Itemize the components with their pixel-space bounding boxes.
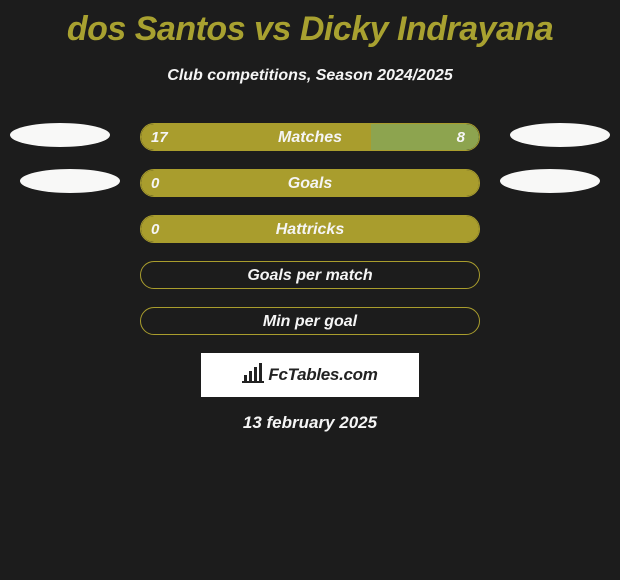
player-photo-right (500, 169, 600, 193)
bar-chart-icon (242, 363, 264, 388)
bar-label: Hattricks (141, 216, 479, 243)
bar-label: Goals (141, 170, 479, 197)
logo-box: FcTables.com (201, 353, 419, 397)
bar-track: 0Goals (140, 169, 480, 197)
subtitle: Club competitions, Season 2024/2025 (0, 67, 620, 85)
page-title: dos Santos vs Dicky Indrayana (0, 0, 620, 49)
date-label: 13 february 2025 (0, 413, 620, 433)
logo-text: FcTables.com (268, 365, 377, 385)
comparison-row: Min per goal (0, 307, 620, 335)
bar-track: Min per goal (140, 307, 480, 335)
bar-label: Matches (141, 124, 479, 151)
bar-track: Goals per match (140, 261, 480, 289)
bar-label: Min per goal (141, 308, 479, 335)
comparison-row: 178Matches (0, 123, 620, 151)
bar-track: 0Hattricks (140, 215, 480, 243)
player-photo-left (20, 169, 120, 193)
bar-label: Goals per match (141, 262, 479, 289)
bar-track: 178Matches (140, 123, 480, 151)
comparison-row: 0Goals (0, 169, 620, 197)
comparison-row: Goals per match (0, 261, 620, 289)
player-photo-left (10, 123, 110, 147)
player-photo-right (510, 123, 610, 147)
comparison-rows: 178Matches 0Goals 0Hattricks Goals per matc… (0, 123, 620, 335)
comparison-row: 0Hattricks (0, 215, 620, 243)
